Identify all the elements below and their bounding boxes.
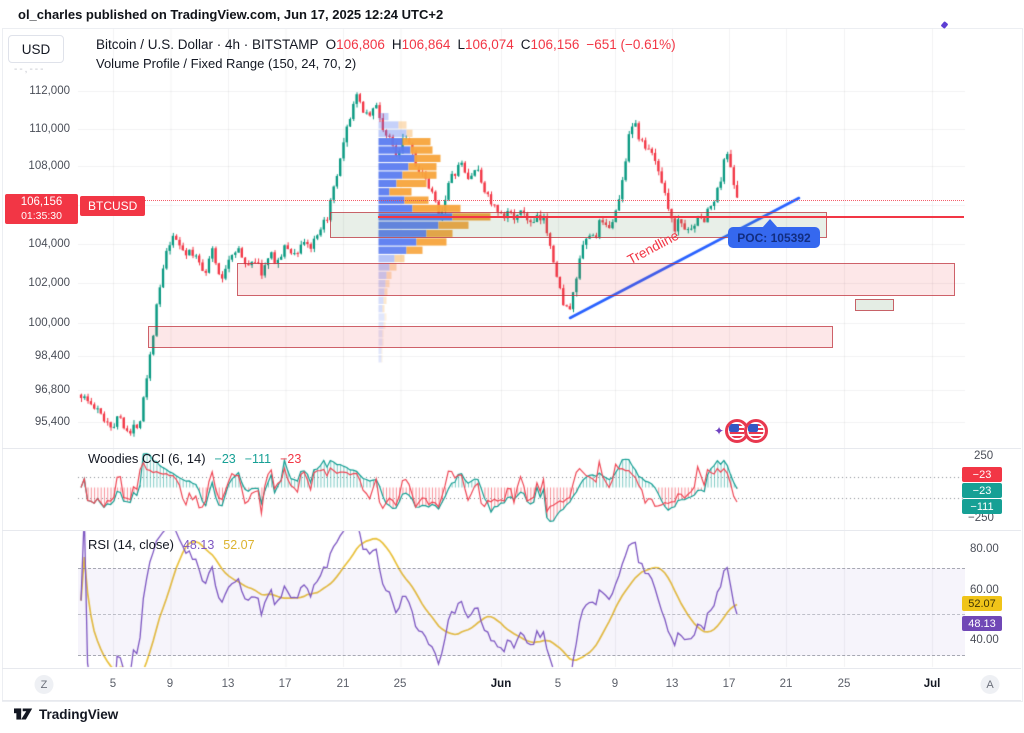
time-axis-label: 17 [722, 678, 736, 690]
rsi-band [78, 568, 965, 656]
rsi-title[interactable]: RSI (14, close) [88, 537, 174, 552]
rsi-last-value-badge: 48.13 [962, 616, 1002, 631]
time-axis-label: 9 [166, 678, 174, 690]
publish-info: ol_charles published on TradingView.com,… [18, 7, 444, 22]
zone-demand-low[interactable] [148, 326, 833, 348]
currency-button[interactable]: USD [8, 35, 64, 63]
time-axis-chip: Z [34, 675, 54, 694]
cci-axis-top: 250 [974, 450, 994, 462]
time-axis-label: 9 [611, 678, 619, 690]
last-price-badge: 106,156 01:35:30 [5, 194, 78, 224]
poc-pointer [762, 219, 778, 228]
rsi-ma-value: 52.07 [223, 538, 255, 552]
rsi-axis-label: 60.00 [970, 584, 999, 596]
flag-canton [748, 424, 758, 432]
cci-last-value-badge: −23 [962, 483, 1002, 498]
symbol-title[interactable]: Bitcoin / U.S. Dollar · 4h · BITSTAMP [96, 37, 319, 52]
time-axis-label: 21 [779, 678, 793, 690]
cci-axis-bottom: −250 [968, 512, 994, 524]
cci-last-value-badge: −111 [962, 499, 1002, 514]
price-axis-label: 98,400 [34, 350, 70, 362]
sparkle-icon: ✦ [714, 424, 725, 438]
ohlc-values: O106,806 H106,864 L106,074 C106,156 [326, 37, 580, 52]
pane-separator [2, 668, 1021, 669]
rsi-last-value-badge: 52.07 [962, 596, 1002, 611]
pane-separator[interactable] [2, 530, 1021, 531]
poc-badge[interactable]: POC: 105392 [728, 219, 820, 248]
last-price: 106,156 [20, 196, 63, 209]
footer: TradingView [14, 706, 118, 722]
rsi-value: 48.13 [182, 538, 215, 552]
rsi-axis-label: 40.00 [970, 634, 999, 646]
tradingview-logo-icon[interactable] [14, 706, 33, 722]
zone-minor-green[interactable] [855, 299, 894, 311]
time-axis-label: 13 [221, 678, 235, 690]
time-axis-label: 5 [554, 678, 562, 690]
ohlc-field: C106,156 [520, 37, 580, 52]
pane-separator [2, 700, 1021, 701]
time-axis-label: Jul [923, 678, 941, 690]
price-axis-label: 110,000 [29, 122, 70, 135]
time-axis-label: 17 [278, 678, 292, 690]
flag-canton [729, 424, 739, 432]
change-value: −651 (−0.61%) [586, 37, 676, 52]
cci-value: −23 [214, 452, 236, 466]
ohlc-field: H106,864 [391, 37, 451, 52]
price-axis-label: 95,400 [34, 416, 70, 428]
ohlc-field: L106,074 [457, 37, 514, 52]
zone-demand-mid[interactable] [237, 263, 955, 296]
poc-price-line[interactable] [378, 216, 964, 219]
time-axis-label: 5 [109, 678, 117, 690]
price-axis-label: 96,800 [34, 384, 70, 396]
current-price-line [80, 200, 964, 201]
price-axis-label: 112,000 [29, 85, 70, 97]
cci-value: −23 [280, 452, 302, 466]
price-axis-label: 100,000 [28, 317, 70, 329]
time-axis-label: 25 [393, 678, 407, 690]
pane-separator[interactable] [2, 448, 1021, 449]
time-axis-label: 25 [837, 678, 851, 690]
time-axis-label: Jun [490, 678, 512, 690]
rsi-axis-label: 80.00 [970, 543, 999, 555]
symbol-badge: BTCUSD [80, 196, 146, 216]
brand-name[interactable]: TradingView [39, 706, 119, 722]
rsi-header: RSI (14, close) 48.13 52.07 [88, 537, 255, 552]
ohlc-field: O106,806 [325, 37, 385, 52]
us-flag-sticker[interactable] [744, 419, 768, 443]
time-axis-chip: A [980, 675, 1000, 694]
cci-last-value-badge: −23 [962, 467, 1002, 482]
cci-title[interactable]: Woodies CCI (6, 14) [88, 451, 206, 466]
bar-countdown: 01:35:30 [21, 209, 62, 222]
price-axis-label: 108,000 [28, 160, 70, 172]
symbol-header: Bitcoin / U.S. Dollar · 4h · BITSTAMP O1… [96, 37, 676, 52]
time-axis-label: 21 [336, 678, 350, 690]
rsi-midline [78, 614, 965, 615]
price-axis-label: 104,000 [28, 238, 70, 250]
cci-values: −23 −111 −23 [215, 452, 302, 466]
poc-label: POC: 105392 [737, 230, 811, 245]
time-axis-label: 13 [665, 678, 679, 690]
indicator-header[interactable]: Volume Profile / Fixed Range (150, 24, 7… [96, 56, 357, 71]
cci-value: −111 [244, 452, 272, 466]
cci-header: Woodies CCI (6, 14) −23 −111 −23 [88, 451, 301, 466]
price-axis-label: 102,000 [28, 276, 70, 289]
masked-price: --,--- [14, 64, 46, 75]
